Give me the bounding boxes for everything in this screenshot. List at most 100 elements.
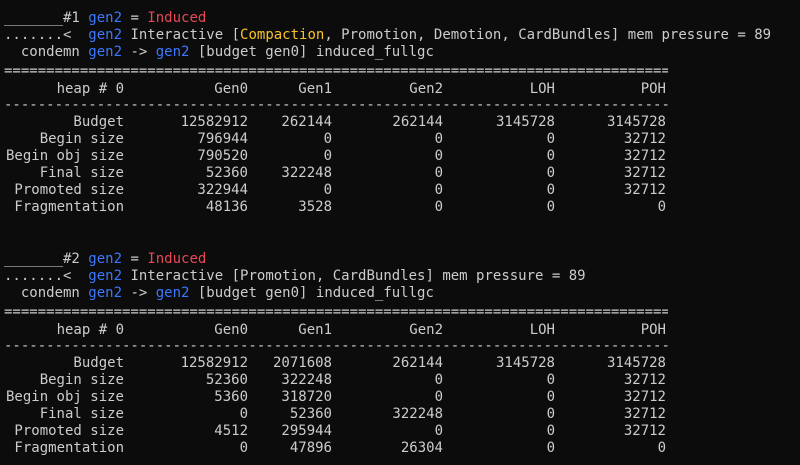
cell-gen2: 0 bbox=[434, 131, 443, 147]
gc-index: _______#2 bbox=[4, 251, 89, 267]
condemn-rest: [budget gen0] induced_fullgc bbox=[189, 285, 434, 301]
cell-gen2: 0 bbox=[434, 423, 443, 439]
gc-reason: Induced bbox=[147, 251, 207, 267]
gc-detail-1: .......< gen2 Interactive [Compaction, P… bbox=[4, 27, 771, 44]
gc-reason: Induced bbox=[147, 10, 207, 26]
cell-loh: 0 bbox=[546, 389, 555, 405]
cell-poh: 3145728 bbox=[606, 355, 666, 371]
row-label: Begin obj size bbox=[5, 389, 124, 405]
rule-equals: ========================================… bbox=[4, 304, 668, 320]
cell-poh: 0 bbox=[657, 199, 666, 215]
cell-loh: 0 bbox=[546, 423, 555, 439]
cell-gen2: 0 bbox=[434, 148, 443, 164]
rule-equals: ========================================… bbox=[4, 63, 668, 79]
row-label: Final size bbox=[39, 165, 124, 181]
cell-poh: 32712 bbox=[623, 131, 666, 147]
cell-loh: 3145728 bbox=[495, 355, 555, 371]
col-heap: heap # 0 bbox=[56, 322, 124, 338]
cell-gen1: 47896 bbox=[289, 440, 332, 456]
row-label: Budget bbox=[73, 355, 124, 371]
detail-compaction: Compaction bbox=[240, 27, 325, 43]
col-poh: POH bbox=[640, 322, 666, 338]
cell-gen0: 0 bbox=[239, 406, 248, 422]
condemn-from-gen: gen2 bbox=[88, 285, 123, 301]
detail-gen: gen2 bbox=[88, 27, 123, 43]
cell-gen1: 0 bbox=[323, 182, 332, 198]
condemn-from-gen: gen2 bbox=[88, 44, 123, 60]
row-label: Begin obj size bbox=[5, 148, 124, 164]
gc-condemn-2: condemn gen2 -> gen2 [budget gen0] induc… bbox=[4, 285, 434, 302]
rule-dash: ----------------------------------------… bbox=[4, 97, 668, 113]
condemn-label: condemn bbox=[4, 285, 89, 301]
cell-gen1: 322248 bbox=[281, 165, 332, 181]
detail-mode: Interactive [ bbox=[122, 27, 241, 43]
cell-gen2: 262144 bbox=[392, 355, 443, 371]
cell-loh: 0 bbox=[546, 199, 555, 215]
col-gen2: Gen2 bbox=[409, 81, 443, 97]
cell-loh: 0 bbox=[546, 372, 555, 388]
cell-gen0: 48136 bbox=[205, 199, 248, 215]
condemn-label: condemn bbox=[4, 44, 89, 60]
condemn-to-gen: gen2 bbox=[155, 44, 190, 60]
cell-gen0: 790520 bbox=[197, 148, 248, 164]
cell-poh: 3145728 bbox=[606, 114, 666, 130]
detail-mode: Interactive [ bbox=[122, 268, 241, 284]
cell-gen1: 322248 bbox=[281, 372, 332, 388]
gc-header-1: _______#1 gen2 = Induced bbox=[4, 10, 206, 27]
cell-gen2: 0 bbox=[434, 199, 443, 215]
cell-gen2: 0 bbox=[434, 389, 443, 405]
col-loh: LOH bbox=[529, 81, 555, 97]
cell-poh: 0 bbox=[657, 440, 666, 456]
gc-index: _______#1 bbox=[4, 10, 89, 26]
condemn-rest: [budget gen0] induced_fullgc bbox=[189, 44, 434, 60]
detail-rest: Promotion, CardBundles] mem pressure = 8… bbox=[240, 268, 586, 284]
cell-loh: 0 bbox=[546, 131, 555, 147]
row-label: Final size bbox=[39, 406, 124, 422]
cell-loh: 0 bbox=[546, 148, 555, 164]
cell-gen0: 0 bbox=[239, 440, 248, 456]
cell-gen0: 5360 bbox=[214, 389, 248, 405]
rule-dash: ----------------------------------------… bbox=[4, 338, 668, 354]
row-label: Promoted size bbox=[14, 182, 124, 198]
condemn-arrow: -> bbox=[122, 44, 156, 60]
cell-gen0: 52360 bbox=[205, 372, 248, 388]
col-poh: POH bbox=[640, 81, 666, 97]
cell-gen2: 0 bbox=[434, 165, 443, 181]
cell-gen1: 52360 bbox=[289, 406, 332, 422]
col-gen1: Gen1 bbox=[298, 322, 332, 338]
cell-loh: 0 bbox=[546, 406, 555, 422]
cell-poh: 32712 bbox=[623, 148, 666, 164]
detail-rest: , Promotion, Demotion, CardBundles] mem … bbox=[324, 27, 772, 43]
cell-gen1: 3528 bbox=[298, 199, 332, 215]
cell-gen0: 52360 bbox=[205, 165, 248, 181]
cell-loh: 0 bbox=[546, 165, 555, 181]
cell-gen1: 318720 bbox=[281, 389, 332, 405]
col-heap: heap # 0 bbox=[56, 81, 124, 97]
condemn-arrow: -> bbox=[122, 285, 156, 301]
col-gen1: Gen1 bbox=[298, 81, 332, 97]
cell-gen1: 262144 bbox=[281, 114, 332, 130]
row-label: Begin size bbox=[39, 131, 124, 147]
cell-poh: 32712 bbox=[623, 182, 666, 198]
row-label: Promoted size bbox=[14, 423, 124, 439]
row-label: Budget bbox=[73, 114, 124, 130]
cell-gen2: 322248 bbox=[392, 406, 443, 422]
col-loh: LOH bbox=[529, 322, 555, 338]
cell-gen1: 295944 bbox=[281, 423, 332, 439]
col-gen0: Gen0 bbox=[214, 81, 248, 97]
cell-gen1: 0 bbox=[323, 148, 332, 164]
detail-gen: gen2 bbox=[88, 268, 123, 284]
row-label: Fragmentation bbox=[14, 440, 124, 456]
col-gen2: Gen2 bbox=[409, 322, 443, 338]
cell-poh: 32712 bbox=[623, 372, 666, 388]
cell-gen0: 322944 bbox=[197, 182, 248, 198]
gc-gen: gen2 bbox=[88, 251, 123, 267]
cell-gen0: 12582912 bbox=[180, 355, 248, 371]
detail-prefix: .......< bbox=[4, 27, 89, 43]
cell-loh: 0 bbox=[546, 182, 555, 198]
detail-prefix: .......< bbox=[4, 268, 89, 284]
gc-detail-2: .......< gen2 Interactive [Promotion, Ca… bbox=[4, 268, 586, 285]
gc-header-2: _______#2 gen2 = Induced bbox=[4, 251, 206, 268]
col-gen0: Gen0 bbox=[214, 322, 248, 338]
